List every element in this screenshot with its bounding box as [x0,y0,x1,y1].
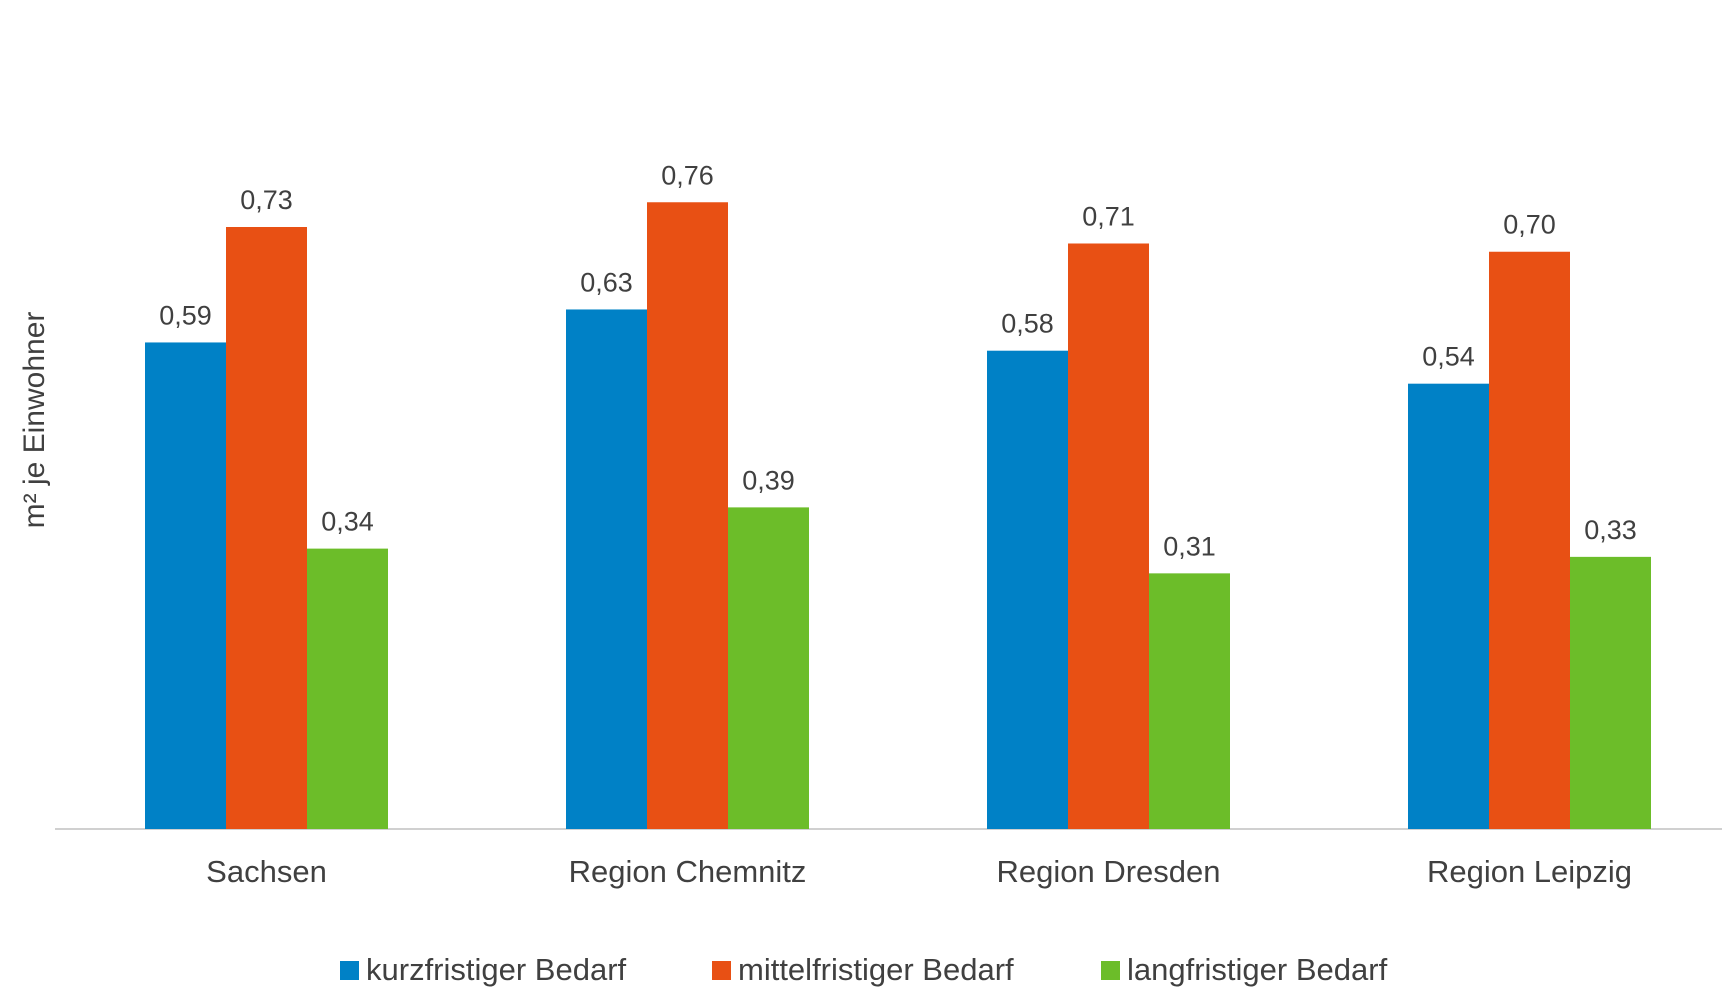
value-label-2-3: 0,71 [1082,201,1135,231]
bar-1-1 [145,342,226,829]
value-label-1-1: 0,59 [159,300,212,330]
value-label-1-4: 0,54 [1422,342,1475,372]
value-label-3-1: 0,34 [321,507,374,537]
legend: kurzfristiger Bedarf mittelfristiger Beda… [340,952,1388,987]
value-label-2-4: 0,70 [1503,210,1556,240]
category-label-1: Sachsen [206,854,327,889]
legend-label-3: langfristiger Bedarf [1127,952,1388,987]
y-axis-label: m² je Einwohner [18,312,51,529]
value-label-3-3: 0,31 [1163,531,1216,561]
value-labels-group: 0,59 0,73 0,34 0,63 0,76 0,39 0,58 0,71 0,31 0,54… [159,160,1637,561]
bar-2-2 [647,202,728,830]
bars-group [145,202,1651,830]
bar-1-3 [987,350,1068,829]
bar-3-1 [307,548,388,829]
value-label-1-3: 0,58 [1001,309,1054,339]
bar-2-1 [226,227,307,829]
bar-2-4 [1489,251,1570,829]
bar-3-3 [1149,573,1230,829]
legend-swatch-3 [1101,961,1120,980]
category-label-3: Region Dresden [996,854,1220,889]
bar-3-2 [728,507,809,829]
bar-1-4 [1408,383,1489,829]
bar-2-3 [1068,243,1149,829]
legend-swatch-1 [340,961,359,980]
category-labels-group: Sachsen Region Chemnitz Region Dresden Regi… [206,854,1632,889]
value-label-2-2: 0,76 [661,160,714,190]
legend-label-1: kurzfristiger Bedarf [366,952,627,987]
category-label-4: Region Leipzig [1427,854,1632,889]
category-label-2: Region Chemnitz [569,854,807,889]
value-label-3-4: 0,33 [1584,515,1637,545]
bar-1-2 [566,309,647,829]
bar-3-4 [1570,556,1651,829]
legend-swatch-2 [712,961,731,980]
legend-label-2: mittelfristiger Bedarf [738,952,1014,987]
value-label-2-1: 0,73 [240,185,293,215]
value-label-1-2: 0,63 [580,267,633,297]
value-label-3-2: 0,39 [742,465,795,495]
